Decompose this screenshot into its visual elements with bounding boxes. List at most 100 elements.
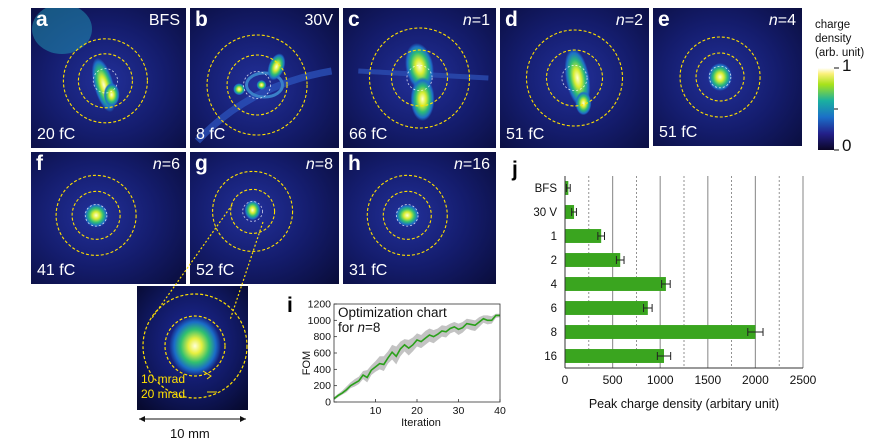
- panel-charge-b: 8 fC: [196, 126, 226, 143]
- error-bar: [615, 256, 625, 264]
- chart-j-category-label: 2: [551, 255, 557, 267]
- fom-range-band: [334, 313, 500, 401]
- chart-j-xtick: 1500: [694, 373, 721, 387]
- panel-condition-e: n=4: [768, 12, 796, 29]
- beam-image-h: [343, 152, 496, 284]
- chart-j-category-label: 30 V: [533, 207, 557, 219]
- beam-panel-a: a BFS 20 fC: [31, 8, 186, 148]
- chart-i-title-line2: for n=8: [338, 320, 380, 335]
- panel-label-c: c: [348, 8, 360, 31]
- beam-panel-b: b 30V 8 fC: [190, 8, 339, 148]
- chart-i-xtick: 20: [411, 405, 423, 417]
- colorbar-max-label: 1: [842, 56, 852, 75]
- chart-i-title: Optimization chart: [338, 305, 447, 320]
- panel-label-g: g: [195, 152, 208, 175]
- chart-j-category-label: 8: [551, 327, 557, 339]
- bar: [565, 301, 648, 315]
- chart-i-xtick: 40: [494, 405, 506, 417]
- panel-condition-c: n=1: [462, 12, 490, 29]
- chart-j-xtick: 2500: [790, 373, 817, 387]
- panel-label-f: f: [36, 152, 43, 175]
- beam-image-e: [653, 8, 802, 146]
- beam-panel-f: f n=6 41 fC: [31, 152, 186, 284]
- panel-label-e: e: [658, 8, 670, 31]
- panel-charge-a: 20 fC: [37, 126, 76, 143]
- beam-image-d: [500, 8, 649, 148]
- chart-j-category-label: 16: [544, 351, 557, 363]
- bar: [565, 325, 756, 339]
- error-bar: [571, 208, 577, 216]
- beam-panel-e: e n=4 51 fC: [653, 8, 802, 146]
- panel-label-a: a: [36, 8, 48, 31]
- panel-charge-c: 66 fC: [349, 126, 388, 143]
- beam-image-c: [343, 8, 496, 148]
- beam-panel-d: d n=2 51 fC: [500, 8, 649, 148]
- error-bar: [661, 280, 671, 288]
- colorbar-title: charge density (arb. unit): [815, 19, 865, 59]
- panel-condition-d: n=2: [615, 12, 643, 29]
- chart-j-xtick: 500: [603, 373, 623, 387]
- panel-charge-e: 51 fC: [659, 124, 698, 141]
- chart-i-xtick: 10: [370, 405, 382, 417]
- chart-i-ytick: 200: [313, 380, 331, 392]
- chart-j-category-label: 1: [551, 231, 557, 243]
- chart-i-ytick: 1200: [308, 299, 332, 311]
- bar: [565, 205, 575, 219]
- panel-charge-d: 51 fC: [506, 126, 545, 143]
- bar: [565, 253, 621, 267]
- zoom-beam-image: [137, 286, 248, 410]
- beam-panel-g: g n=8 52 fC: [190, 152, 339, 284]
- chart-j-xtick: 1000: [647, 373, 674, 387]
- bar: [565, 229, 602, 243]
- panel-charge-f: 41 fC: [37, 262, 76, 279]
- scale-bar: [139, 416, 246, 422]
- colorbar-min-label: 0: [842, 136, 852, 155]
- colorbar-gradient: [818, 68, 834, 150]
- panel-charge-g: 52 fC: [196, 262, 235, 279]
- panel-charge-h: 31 fC: [349, 262, 388, 279]
- chart-j-category-label: BFS: [535, 183, 558, 195]
- zoom-panel: 10 mrad 20 mrad: [137, 286, 248, 410]
- panel-condition-h: n=16: [453, 156, 490, 173]
- chart-i-ytick: 800: [313, 331, 331, 343]
- error-bar: [565, 184, 571, 192]
- chart-i-xlabel: Iteration: [401, 417, 441, 429]
- beam-image-b: [190, 8, 339, 148]
- chart-j-xlabel: Peak charge density (arbitary unit): [589, 397, 779, 411]
- chart-i-ytick: 400: [313, 364, 331, 376]
- error-bar: [747, 328, 764, 336]
- error-bar: [597, 232, 606, 240]
- panel-label-j: j: [512, 158, 518, 181]
- chart-i-xtick: 30: [453, 405, 465, 417]
- peak-charge-bar-chart: BFS 30 V 1 2 4 6 8 16 0 500 1000 1500 2000 2500 Peak c…: [533, 176, 817, 411]
- chart-i-ytick: 600: [313, 348, 331, 360]
- panel-label-d: d: [505, 8, 518, 31]
- beam-image-g: [190, 152, 339, 284]
- chart-j-category-label: 6: [551, 303, 557, 315]
- chart-j-xtick: 0: [562, 373, 569, 387]
- beam-panel-c: c n=1 66 fC: [343, 8, 496, 148]
- panel-label-i: i: [287, 294, 293, 317]
- panel-condition-f: n=6: [152, 156, 180, 173]
- chart-j-category-label: 4: [551, 279, 558, 291]
- error-bar: [643, 304, 653, 312]
- bar: [565, 277, 666, 291]
- panel-condition-g: n=8: [305, 156, 333, 173]
- chart-i-ytick: 1000: [308, 315, 332, 327]
- beam-panel-h: h n=16 31 fC: [343, 152, 496, 284]
- panel-condition-a: BFS: [148, 12, 180, 29]
- error-bar: [656, 352, 672, 360]
- panel-condition-b: 30V: [304, 12, 333, 29]
- bar: [565, 349, 665, 363]
- chart-j-xtick: 2000: [742, 373, 769, 387]
- chart-i-ytick: 0: [325, 397, 331, 409]
- fom-line: [333, 314, 500, 400]
- scale-bar-label: 10 mm: [170, 426, 210, 441]
- beam-image-f: [31, 152, 186, 284]
- chart-i-ylabel: FOM: [301, 351, 313, 375]
- beam-image-a: [31, 8, 186, 148]
- zoom-outer-ring-label: 20 mrad: [141, 387, 186, 401]
- optimization-chart: 0 200 400 600 800 1000 1200 10 20 30 40 Iteration FO…: [301, 299, 506, 430]
- panel-label-b: b: [195, 8, 208, 31]
